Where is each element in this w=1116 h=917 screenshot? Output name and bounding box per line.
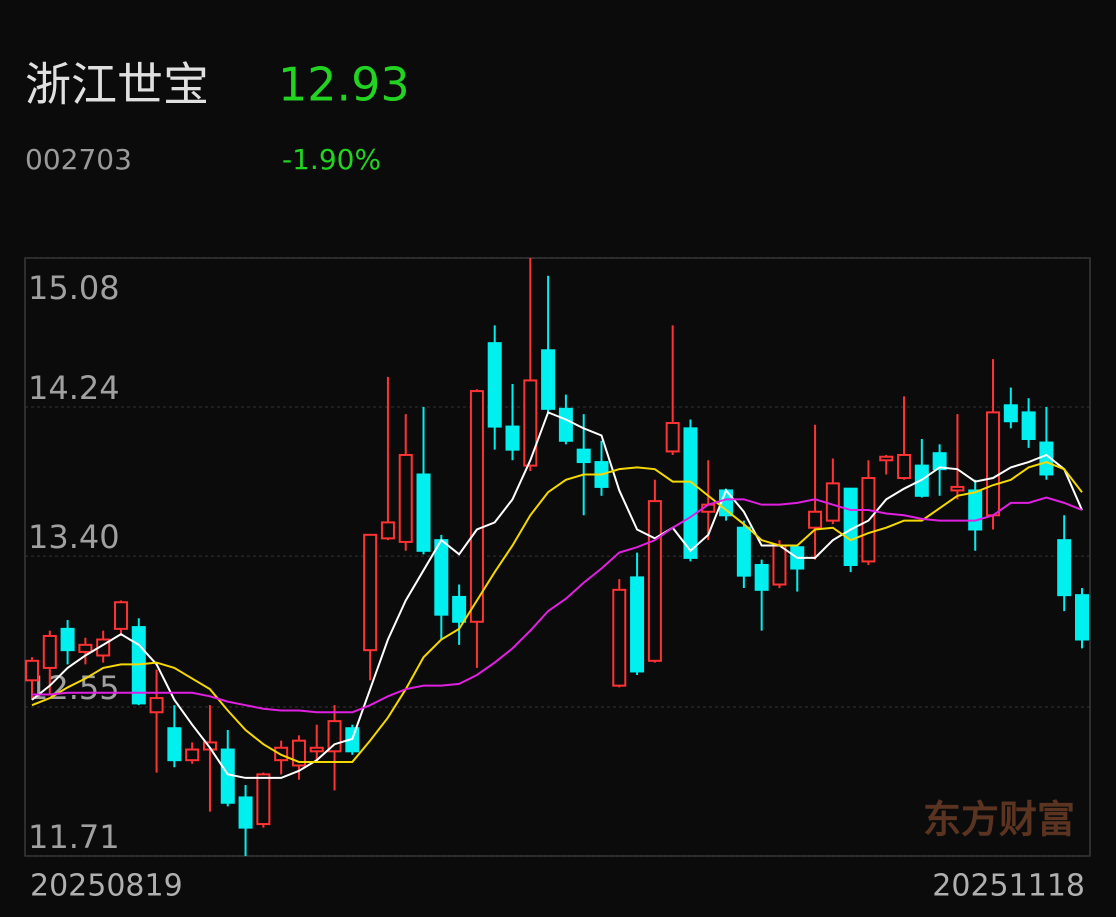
candle-body (167, 727, 182, 762)
candle-body (1057, 539, 1072, 597)
candle-body (363, 533, 378, 652)
y-tick-label: 15.08 (28, 269, 120, 307)
plot-frame (24, 257, 1091, 857)
candle-body (238, 796, 253, 829)
candle-body (505, 425, 520, 451)
candle-body (950, 485, 965, 492)
candle-body (1075, 594, 1089, 641)
x-tick-label: 20251118 (932, 869, 1085, 904)
stock-price: 12.93 (278, 58, 410, 112)
candle-body (825, 482, 840, 522)
stock-code: 002703 (25, 143, 132, 176)
candle-body (647, 500, 662, 662)
stock-change: -1.90% (282, 143, 381, 176)
candle-body (736, 526, 751, 577)
moving-average-line (31, 461, 1083, 763)
candle-body (60, 627, 75, 652)
candle-body (185, 748, 200, 762)
candle-body (558, 407, 573, 442)
candle-body (932, 452, 947, 471)
candle-body (113, 601, 128, 630)
candle-body (416, 473, 431, 552)
candle-body (25, 659, 39, 682)
candle-body (986, 411, 1001, 517)
y-tick-label: 14.24 (28, 369, 120, 407)
candle-body (380, 521, 395, 540)
moving-average-line (31, 411, 1083, 779)
y-tick-label: 13.40 (28, 518, 120, 556)
candle-body (487, 342, 502, 428)
candle-body (42, 634, 57, 669)
candle-body (78, 643, 93, 653)
candle-body (309, 746, 324, 753)
candle-body (897, 453, 912, 480)
watermark: 东方财富 (923, 798, 1075, 842)
candle-body (149, 697, 164, 714)
candle-body (612, 588, 627, 687)
candle-body (808, 510, 823, 529)
candle-body (291, 739, 306, 767)
candle-body (434, 539, 449, 616)
stock-name: 浙江世宝 (25, 58, 209, 112)
candle-body (879, 455, 894, 462)
candle-body (683, 427, 698, 559)
candle-body (754, 563, 769, 591)
candle-body (772, 544, 787, 586)
candle-body (541, 349, 556, 410)
candle-body (665, 422, 680, 453)
candle-body (630, 576, 645, 673)
candle-body (398, 453, 413, 543)
candle-body (469, 390, 484, 623)
candle-body (523, 379, 538, 467)
x-tick-label: 20250819 (30, 869, 183, 904)
candle-body (1021, 411, 1036, 440)
candle-body (1003, 404, 1018, 423)
candle-body (256, 773, 271, 826)
y-tick-label: 11.71 (28, 818, 120, 856)
candle-body (452, 595, 467, 623)
candle-body (968, 489, 983, 531)
candle-body (576, 448, 591, 464)
moving-average-line (32, 496, 1083, 714)
